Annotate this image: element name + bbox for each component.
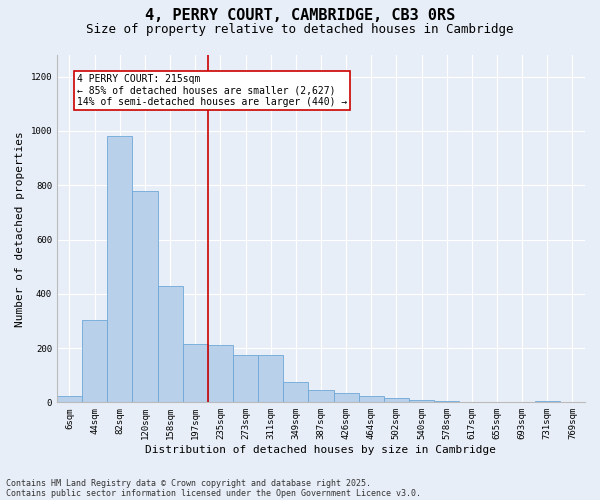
Bar [409, 400, 434, 402]
Bar [208, 346, 233, 403]
Bar [258, 355, 283, 403]
Bar [158, 286, 182, 403]
Bar [182, 344, 208, 403]
Bar [359, 396, 384, 402]
Bar [233, 355, 258, 403]
Bar [57, 396, 82, 402]
Y-axis label: Number of detached properties: Number of detached properties [15, 131, 25, 326]
Text: Contains public sector information licensed under the Open Government Licence v3: Contains public sector information licen… [6, 488, 421, 498]
Text: Contains HM Land Registry data © Crown copyright and database right 2025.: Contains HM Land Registry data © Crown c… [6, 478, 371, 488]
Text: 4, PERRY COURT, CAMBRIDGE, CB3 0RS: 4, PERRY COURT, CAMBRIDGE, CB3 0RS [145, 8, 455, 22]
Text: 4 PERRY COURT: 215sqm
← 85% of detached houses are smaller (2,627)
14% of semi-d: 4 PERRY COURT: 215sqm ← 85% of detached … [77, 74, 347, 107]
Bar [133, 190, 158, 402]
X-axis label: Distribution of detached houses by size in Cambridge: Distribution of detached houses by size … [145, 445, 496, 455]
Bar [283, 382, 308, 402]
Bar [434, 401, 459, 402]
Bar [82, 320, 107, 402]
Text: Size of property relative to detached houses in Cambridge: Size of property relative to detached ho… [86, 22, 514, 36]
Bar [334, 393, 359, 402]
Bar [535, 401, 560, 402]
Bar [308, 390, 334, 402]
Bar [384, 398, 409, 402]
Bar [107, 136, 133, 402]
